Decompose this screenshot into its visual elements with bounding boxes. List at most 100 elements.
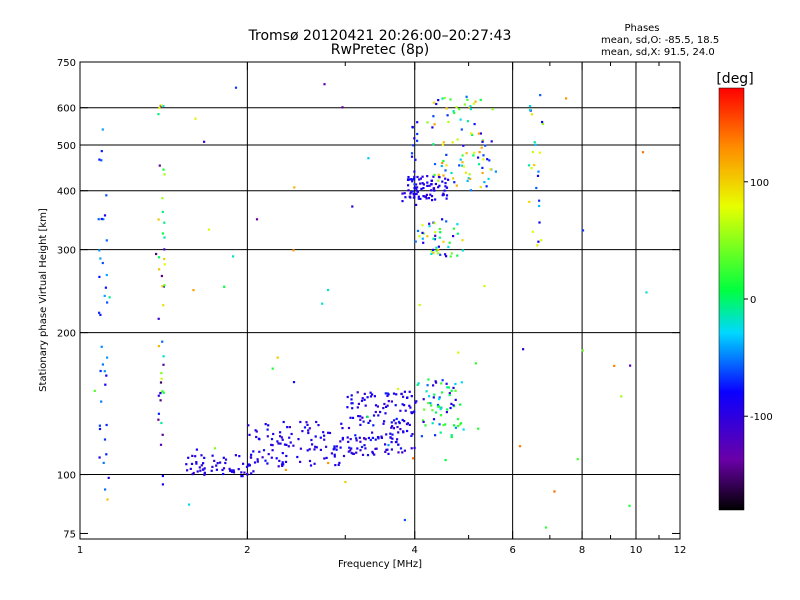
data-point xyxy=(414,401,417,404)
data-point xyxy=(432,251,435,254)
data-point xyxy=(163,248,166,251)
data-point xyxy=(460,128,463,131)
data-point xyxy=(321,302,324,305)
data-point xyxy=(390,448,393,451)
data-point xyxy=(98,311,101,314)
data-point xyxy=(628,504,631,507)
data-point xyxy=(282,463,285,466)
data-point xyxy=(230,470,234,473)
data-point xyxy=(242,462,245,465)
data-point xyxy=(162,363,165,366)
data-point xyxy=(357,415,360,418)
data-point xyxy=(104,286,107,289)
data-point xyxy=(162,391,165,394)
data-point xyxy=(413,187,416,190)
data-point xyxy=(461,161,464,164)
data-point xyxy=(414,187,417,190)
data-point xyxy=(355,439,358,442)
data-point xyxy=(256,460,259,463)
data-point xyxy=(158,268,161,271)
data-point xyxy=(191,454,194,457)
data-point xyxy=(355,451,358,454)
data-point xyxy=(100,345,103,348)
data-point xyxy=(397,420,401,423)
data-point xyxy=(277,465,280,468)
data-point xyxy=(230,469,233,472)
data-point xyxy=(317,424,320,427)
data-point xyxy=(416,229,420,232)
data-point xyxy=(99,257,102,260)
data-point xyxy=(479,186,482,189)
data-point xyxy=(419,177,422,180)
data-point xyxy=(241,475,244,478)
data-point xyxy=(416,132,419,136)
data-point xyxy=(157,345,160,348)
data-point xyxy=(390,400,393,403)
data-point xyxy=(462,165,465,168)
data-point xyxy=(367,421,370,424)
data-point xyxy=(450,389,453,392)
x-tick-label: 2 xyxy=(244,545,250,556)
data-point xyxy=(280,463,284,466)
data-point xyxy=(454,382,457,386)
data-point xyxy=(106,301,109,304)
data-point xyxy=(234,454,237,457)
data-point xyxy=(369,395,373,398)
data-point xyxy=(349,438,352,441)
data-point xyxy=(210,469,213,472)
data-point xyxy=(420,187,423,190)
data-point xyxy=(481,140,484,143)
data-point xyxy=(377,437,380,440)
data-point xyxy=(158,106,161,109)
y-axis-label: Stationary phase Virtual Height [km] xyxy=(38,208,49,392)
data-point xyxy=(418,178,421,181)
data-point xyxy=(161,210,164,213)
data-point xyxy=(433,238,437,241)
data-point xyxy=(334,464,337,467)
data-point xyxy=(201,468,205,471)
data-point xyxy=(372,414,376,417)
data-point xyxy=(528,200,531,203)
data-point xyxy=(160,372,163,375)
data-point xyxy=(403,518,406,522)
data-point xyxy=(102,218,105,221)
data-point xyxy=(222,467,226,470)
data-point xyxy=(406,429,409,433)
data-point xyxy=(160,104,163,107)
data-point xyxy=(319,436,322,439)
data-point xyxy=(270,438,274,441)
data-point xyxy=(338,461,341,464)
data-point xyxy=(452,386,455,389)
data-point xyxy=(437,179,440,182)
data-point xyxy=(473,151,476,154)
data-point xyxy=(281,438,284,441)
data-point xyxy=(207,228,211,231)
data-point xyxy=(536,174,540,177)
data-point xyxy=(333,447,336,450)
data-point xyxy=(372,424,375,427)
data-point xyxy=(410,155,414,158)
data-point xyxy=(396,387,400,391)
data-point xyxy=(445,197,448,200)
data-point xyxy=(202,462,205,465)
data-point xyxy=(402,430,405,433)
data-point xyxy=(450,402,453,405)
data-point xyxy=(351,416,355,419)
data-point xyxy=(541,122,544,125)
data-point xyxy=(157,113,160,116)
data-point xyxy=(278,459,281,462)
data-point xyxy=(529,105,532,108)
data-point xyxy=(432,187,436,190)
data-point xyxy=(403,404,406,407)
data-point xyxy=(413,137,416,140)
data-point xyxy=(341,436,344,440)
data-point xyxy=(459,158,462,161)
data-point xyxy=(470,132,473,135)
data-point xyxy=(367,157,370,160)
data-point xyxy=(292,444,295,447)
data-point xyxy=(234,86,238,89)
data-point xyxy=(270,456,273,459)
data-point xyxy=(455,184,458,187)
y-tick-label: 300 xyxy=(57,246,76,257)
data-point xyxy=(453,111,456,115)
